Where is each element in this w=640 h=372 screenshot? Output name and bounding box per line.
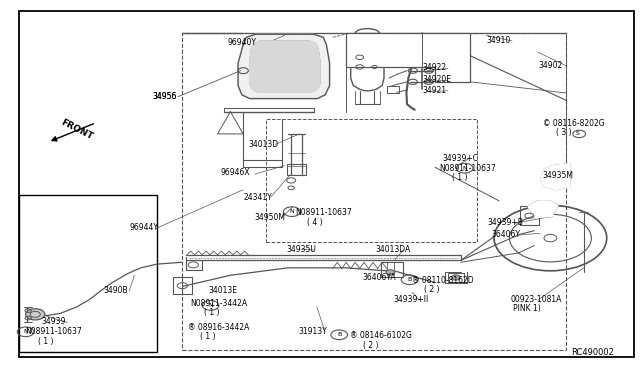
Bar	[182, 33, 566, 350]
Text: 34956: 34956	[152, 92, 177, 101]
Text: 34935M: 34935M	[542, 171, 573, 180]
Text: ( 3 ): ( 3 )	[556, 128, 571, 137]
Text: 24341Y: 24341Y	[243, 193, 272, 202]
Bar	[387, 86, 399, 93]
Text: 34013D: 34013D	[248, 140, 278, 149]
Text: FRONT: FRONT	[60, 118, 95, 141]
Text: N08911-10637: N08911-10637	[295, 208, 352, 217]
Text: 34939+C: 34939+C	[443, 154, 479, 163]
Text: ( 2 ): ( 2 )	[424, 285, 440, 294]
Text: B: B	[408, 277, 412, 282]
Text: 34910: 34910	[486, 36, 511, 45]
Bar	[287, 164, 306, 175]
Text: 96946X: 96946X	[221, 169, 250, 177]
Text: 34013E: 34013E	[208, 286, 237, 295]
Bar	[266, 119, 477, 242]
Text: ( 2 ): ( 2 )	[363, 341, 378, 350]
Bar	[381, 262, 403, 277]
Bar	[448, 273, 464, 282]
Text: 31913Y: 31913Y	[299, 327, 328, 336]
Text: 34935U: 34935U	[286, 245, 316, 254]
Bar	[520, 206, 539, 225]
Text: S: S	[576, 131, 580, 137]
Text: N08911-10637: N08911-10637	[26, 327, 83, 336]
Text: 96944Y: 96944Y	[130, 223, 159, 232]
Text: N: N	[462, 166, 467, 171]
Text: N: N	[23, 329, 28, 334]
Polygon shape	[250, 41, 320, 92]
Text: 00923-1081A: 00923-1081A	[511, 295, 562, 304]
Text: © 08116-8202G: © 08116-8202G	[543, 119, 604, 128]
Text: ( 1 ): ( 1 )	[38, 337, 54, 346]
Text: 96940Y: 96940Y	[227, 38, 256, 47]
Circle shape	[386, 270, 395, 275]
Text: N: N	[289, 209, 294, 214]
Text: 34902: 34902	[539, 61, 563, 70]
Text: ( 1 ): ( 1 )	[452, 173, 467, 182]
Text: ® 08916-3442A: ® 08916-3442A	[188, 323, 249, 332]
Text: 34939+B: 34939+B	[488, 218, 524, 227]
Text: 34939+II: 34939+II	[393, 295, 428, 304]
Text: 36406Y: 36406Y	[492, 230, 520, 239]
Polygon shape	[528, 201, 558, 218]
Text: RC490002: RC490002	[572, 348, 614, 357]
Circle shape	[451, 275, 460, 280]
Text: ( 4 ): ( 4 )	[307, 218, 322, 227]
Text: 34939: 34939	[42, 317, 66, 326]
Circle shape	[26, 309, 45, 320]
Polygon shape	[541, 164, 570, 190]
Text: 34920E: 34920E	[422, 76, 451, 84]
Text: B: B	[337, 332, 341, 337]
Text: N: N	[208, 303, 213, 308]
Text: ( 1 ): ( 1 )	[204, 308, 219, 317]
Text: N08911-10637: N08911-10637	[439, 164, 496, 173]
Text: ( 1 ): ( 1 )	[200, 332, 216, 341]
Text: 34950M: 34950M	[254, 213, 285, 222]
Bar	[19, 195, 157, 352]
Polygon shape	[351, 33, 384, 91]
Text: 3490B: 3490B	[104, 286, 128, 295]
Text: PINK 1): PINK 1)	[513, 304, 541, 313]
Text: 34921: 34921	[422, 86, 447, 95]
Text: ® 08110-8162D: ® 08110-8162D	[412, 276, 473, 285]
Text: 34013DA: 34013DA	[375, 245, 410, 254]
Text: N08911-3442A: N08911-3442A	[191, 299, 248, 308]
Text: ® 08146-6102G: ® 08146-6102G	[350, 331, 412, 340]
Polygon shape	[238, 34, 330, 99]
Text: 36406YA: 36406YA	[362, 273, 396, 282]
Polygon shape	[346, 33, 470, 82]
Text: 34922: 34922	[422, 63, 447, 72]
Text: 34956: 34956	[152, 92, 177, 101]
